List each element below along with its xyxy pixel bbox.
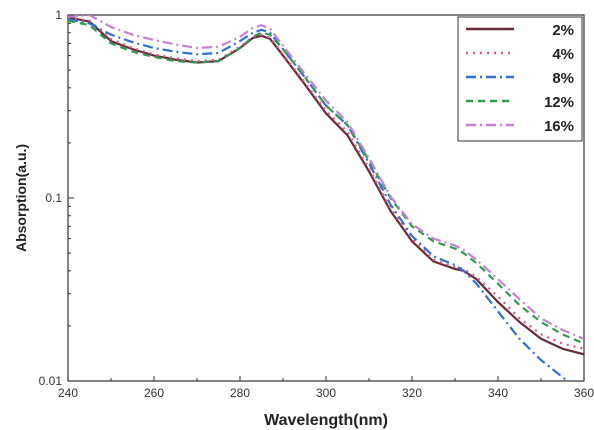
x-tick-label: 340 — [488, 386, 508, 400]
y-tick-label: 1 — [55, 8, 62, 22]
series-line — [68, 15, 584, 340]
x-tick-label: 320 — [402, 386, 422, 400]
legend: 2% 4% 8% 12% 16% — [457, 16, 583, 142]
series-layer — [68, 15, 584, 381]
series-line — [68, 16, 584, 350]
legend-label: 16% — [544, 118, 574, 135]
series-line — [68, 19, 584, 345]
x-tick-label: 240 — [58, 386, 78, 400]
x-tick-label: 300 — [316, 386, 336, 400]
y-tick-label: 0.1 — [45, 191, 62, 205]
legend-label: 12% — [544, 94, 574, 111]
x-axis-ticks: 240 260 280 300 320 340 360 — [58, 376, 594, 400]
x-tick-label: 280 — [230, 386, 250, 400]
y-axis-label: Absorption(a.u.) — [13, 144, 29, 252]
legend-label: 2% — [552, 22, 574, 39]
x-tick-label: 360 — [574, 386, 594, 400]
x-axis-label: Wavelength(nm) — [264, 412, 388, 429]
series-line — [68, 16, 584, 356]
y-axis-ticks: 1 0.1 0.01 — [39, 8, 74, 388]
x-tick-label: 260 — [144, 386, 164, 400]
legend-label: 4% — [552, 46, 574, 63]
legend-label: 8% — [552, 70, 574, 87]
y-tick-label: 0.01 — [39, 374, 63, 388]
legend-box — [457, 16, 583, 142]
